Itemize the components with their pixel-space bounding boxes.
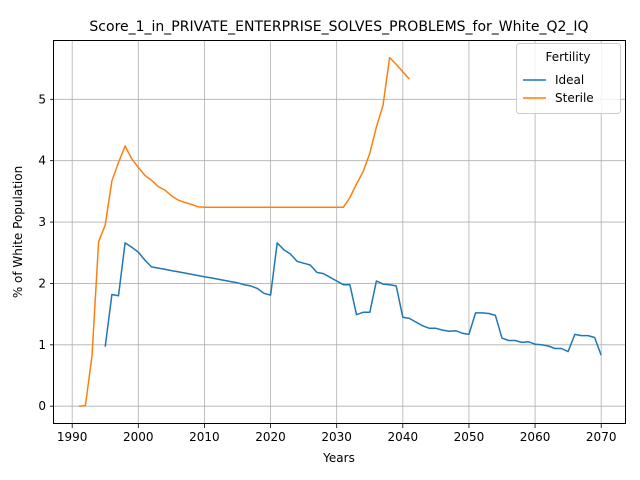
x-tick-label: 2000 xyxy=(123,430,154,444)
series-line-ideal xyxy=(104,242,602,356)
x-axis: 1990 2000 2010 2020 2030 2040 2050 2060 2070 xyxy=(57,424,617,444)
legend-label-ideal: Ideal xyxy=(555,73,584,87)
x-tick-label: 2050 xyxy=(454,430,485,444)
y-axis-label: % of White Population xyxy=(11,166,25,298)
legend-box xyxy=(516,43,621,114)
y-tick-label: 2 xyxy=(38,276,46,290)
plot-frame xyxy=(53,40,626,424)
series-line-sterile xyxy=(78,56,410,407)
y-tick-label: 0 xyxy=(38,399,46,413)
x-tick-label: 2040 xyxy=(388,430,419,444)
y-axis: 0 1 2 3 4 5 xyxy=(38,92,54,413)
legend-label-sterile: Sterile xyxy=(555,91,594,105)
chart-title: Score_1_in_PRIVATE_ENTERPRISE_SOLVES_PRO… xyxy=(89,19,588,35)
y-tick-label: 5 xyxy=(38,92,46,106)
y-tick-label: 3 xyxy=(38,215,46,229)
x-tick-label: 1990 xyxy=(57,430,88,444)
x-axis-label: Years xyxy=(322,451,355,465)
legend: Fertility Ideal Sterile xyxy=(516,43,621,114)
legend-title: Fertility xyxy=(545,50,590,64)
x-tick-label: 2030 xyxy=(321,430,352,444)
y-tick-label: 1 xyxy=(38,338,46,352)
x-tick-label: 2010 xyxy=(189,430,220,444)
x-tick-label: 2020 xyxy=(255,430,286,444)
x-tick-label: 2070 xyxy=(586,430,617,444)
y-tick-label: 4 xyxy=(38,154,46,168)
series-lines xyxy=(78,56,602,407)
x-tick-label: 2060 xyxy=(520,430,551,444)
